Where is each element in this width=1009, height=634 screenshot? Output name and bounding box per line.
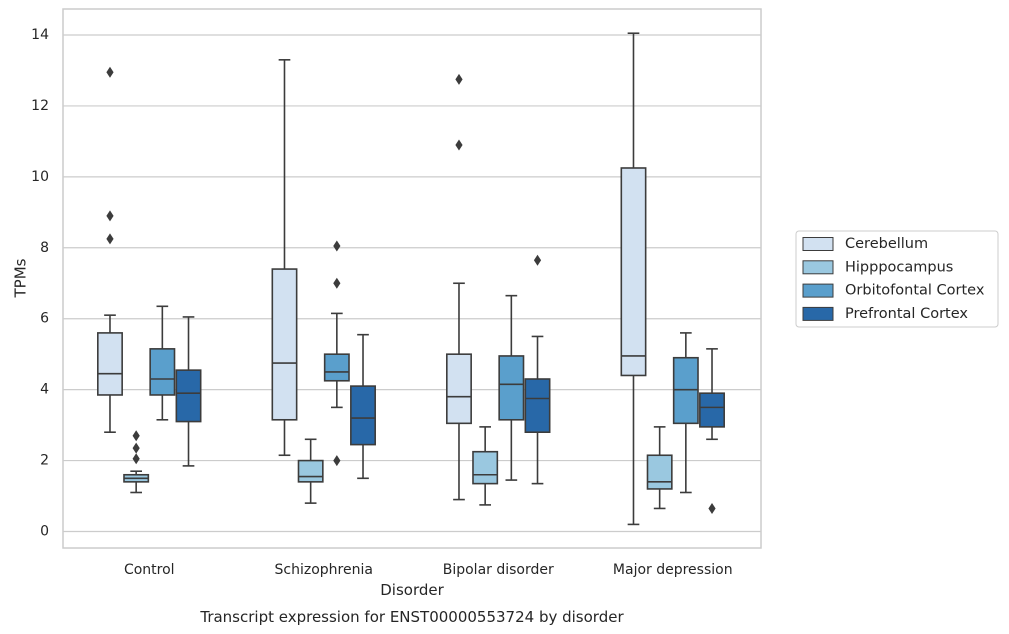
outlier-point [132, 442, 140, 454]
box-iqr [350, 385, 376, 446]
legend-frame [795, 230, 999, 328]
chart-caption: Transcript expression for ENST0000055372… [199, 608, 624, 626]
box-prefrontal-cortex [350, 333, 376, 480]
box-iqr [297, 459, 324, 483]
outlier-point [132, 430, 140, 442]
outlier-point [106, 233, 114, 245]
box-prefrontal-cortex [524, 254, 551, 485]
legend-label: Hipppocampus [845, 259, 953, 275]
y-tick-label: 6 [40, 311, 49, 327]
box-orbitofontal-cortex [149, 305, 176, 421]
legend-swatch [802, 283, 834, 298]
y-tick-label: 12 [31, 98, 49, 114]
plot-frame [62, 8, 762, 549]
legend-swatch [802, 306, 834, 321]
outlier-point [455, 139, 463, 151]
box-iqr [498, 355, 525, 421]
y-tick-label: 4 [40, 382, 49, 398]
box-iqr [271, 268, 298, 421]
legend-label: Orbitofontal Cortex [845, 283, 985, 299]
box-series-layer [97, 32, 725, 526]
y-tick-label: 2 [40, 453, 49, 469]
box-orbitofontal-cortex [323, 240, 350, 467]
y-axis-label: TPMs [12, 258, 30, 298]
y-tick-label: 10 [31, 169, 49, 185]
legend-label: Prefrontal Cortex [845, 306, 968, 322]
outlier-point [106, 66, 114, 78]
outlier-point [333, 455, 341, 467]
legend-item: Hipppocampus [802, 259, 953, 275]
legend-item: Orbitofontal Cortex [802, 283, 985, 299]
outlier-point [455, 73, 463, 85]
box-iqr [323, 353, 350, 382]
box-iqr [472, 450, 499, 485]
x-tick-labels: Control Schizophrenia Bipolar disorder Majo… [124, 562, 733, 578]
box-hipppocampus [472, 426, 499, 506]
outlier-point [132, 453, 140, 465]
box-orbitofontal-cortex [498, 294, 525, 481]
outlier-point [333, 277, 341, 289]
x-tick-label: Major depression [613, 562, 733, 578]
outlier-point [708, 502, 716, 514]
x-tick-label: Bipolar disorder [443, 562, 554, 578]
box-hipppocampus [646, 426, 673, 510]
legend-label: Cerebellum [845, 236, 928, 252]
x-tick-label: Schizophrenia [275, 562, 373, 578]
legend-item: Cerebellum [802, 236, 928, 252]
legend-swatch [802, 237, 834, 251]
outlier-point [533, 254, 542, 266]
box-iqr [149, 348, 176, 396]
box-hipppocampus [123, 430, 150, 494]
box-iqr [524, 378, 551, 434]
y-tick-label: 14 [31, 27, 49, 43]
box-cerebellum [271, 59, 298, 457]
box-iqr [646, 454, 673, 490]
legend-item: Prefrontal Cortex [802, 306, 968, 322]
outlier-point [106, 210, 114, 222]
box-hipppocampus [297, 438, 324, 504]
box-cerebellum [446, 73, 472, 501]
box-prefrontal-cortex [699, 348, 725, 514]
box-cerebellum [620, 32, 647, 526]
box-cerebellum [97, 66, 123, 434]
box-iqr [446, 353, 472, 425]
box-iqr [620, 167, 647, 377]
outlier-point [333, 240, 341, 252]
box-iqr [97, 332, 123, 396]
y-tick-labels: 0 2 4 6 8 10 12 14 [31, 27, 49, 540]
x-axis-label: Disorder [380, 581, 444, 599]
box-prefrontal-cortex [175, 316, 202, 467]
box-iqr [699, 392, 725, 428]
legend: Cerebellum Hipppocampus Orbitofontal Corte… [795, 230, 999, 328]
y-tick-label: 8 [40, 240, 49, 256]
box-orbitofontal-cortex [672, 332, 699, 494]
legend-swatch [802, 260, 834, 275]
box-iqr [672, 356, 699, 425]
y-tick-label: 0 [40, 524, 49, 540]
x-tick-label: Control [124, 562, 175, 578]
box-iqr [175, 369, 202, 423]
